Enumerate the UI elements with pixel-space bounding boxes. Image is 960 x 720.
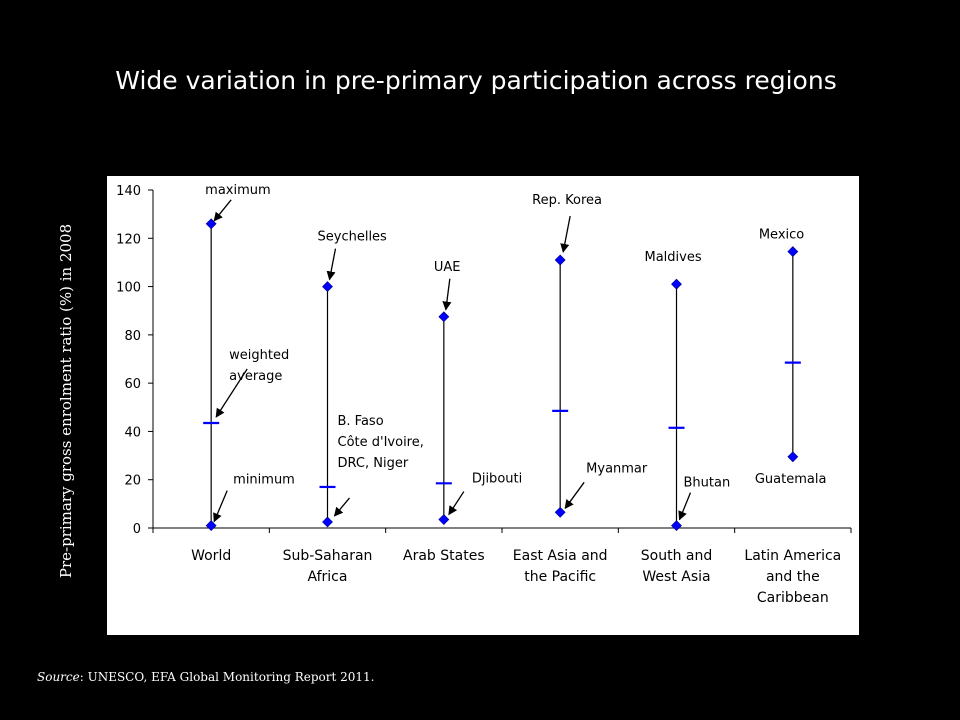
annotation-arrow bbox=[333, 497, 350, 517]
maximum-marker bbox=[322, 281, 333, 292]
plot-panel: 0 20 40 60 80 100 120 140 World Sub-Saharan Africa… bbox=[107, 176, 859, 635]
y-tick-label: 140 bbox=[116, 184, 141, 199]
minimum-marker bbox=[438, 514, 450, 525]
annotation-label: Seychelles bbox=[318, 230, 388, 245]
source-note: Source: UNESCO, EFA Global Monitoring Re… bbox=[37, 670, 374, 684]
x-tick-label: and the bbox=[766, 569, 820, 585]
maximum-marker bbox=[671, 278, 682, 290]
annotation-label: Bhutan bbox=[684, 476, 731, 491]
annotation-label: DRC, Niger bbox=[338, 456, 409, 471]
maximum-marker bbox=[438, 311, 450, 323]
x-tick-label: East Asia and bbox=[513, 548, 608, 564]
y-tick-label: 120 bbox=[116, 232, 141, 247]
source-prefix: Source bbox=[37, 670, 80, 684]
y-tick-label: 60 bbox=[124, 377, 141, 392]
minimum-marker bbox=[322, 516, 333, 528]
x-tick-label: West Asia bbox=[642, 569, 710, 585]
x-tick-label: Sub-Saharan bbox=[283, 548, 373, 564]
annotation-label: UAE bbox=[434, 260, 461, 275]
x-tick-label: the Pacific bbox=[524, 569, 596, 585]
y-axis-label: Pre-primary gross enrolment ratio (%) in… bbox=[57, 223, 75, 579]
y-tick-label: 0 bbox=[133, 522, 141, 537]
x-tick-label: Arab States bbox=[403, 548, 485, 564]
annotation-label: Myanmar bbox=[586, 461, 648, 476]
maximum-marker bbox=[554, 254, 566, 266]
annotation-arrow bbox=[213, 199, 232, 222]
minimum-marker bbox=[554, 506, 566, 518]
annotation-label: B. Faso bbox=[338, 414, 384, 429]
annotation-arrow bbox=[564, 481, 585, 510]
annotation-label: weighted bbox=[229, 348, 289, 363]
x-tick-label: Africa bbox=[308, 569, 348, 585]
x-tick-label: Caribbean bbox=[757, 590, 829, 606]
y-tick-label: 40 bbox=[124, 425, 141, 440]
annotation-label: Guatemala bbox=[755, 472, 827, 487]
annotation-label: maximum bbox=[205, 183, 271, 198]
range-chart: 0 20 40 60 80 100 120 140 World Sub-Saharan Africa… bbox=[116, 183, 852, 606]
x-tick-label: World bbox=[191, 548, 231, 564]
minimum-marker bbox=[787, 451, 799, 463]
x-tick-label: Latin America bbox=[744, 548, 841, 564]
chart-title: Wide variation in pre-primary participat… bbox=[115, 66, 837, 95]
maximum-marker bbox=[787, 246, 799, 257]
y-tick-label: 80 bbox=[124, 329, 141, 344]
annotation-arrow bbox=[678, 492, 692, 521]
x-tick-label: South and bbox=[641, 548, 712, 564]
annotation-label: Maldives bbox=[645, 250, 702, 265]
annotation-arrow bbox=[215, 368, 248, 418]
annotation-arrow bbox=[560, 215, 571, 253]
y-tick-label: 20 bbox=[124, 474, 141, 489]
annotation-label: Mexico bbox=[759, 228, 804, 243]
annotation-label: Côte d'Ivoire, bbox=[338, 435, 424, 450]
minimum-marker bbox=[205, 520, 217, 532]
annotation-arrow bbox=[448, 491, 465, 516]
annotation-arrow bbox=[213, 490, 228, 523]
annotation-label: average bbox=[229, 369, 282, 384]
y-tick-label: 100 bbox=[116, 281, 141, 296]
annotation-label: Djibouti bbox=[472, 472, 522, 487]
source-text: : UNESCO, EFA Global Monitoring Report 2… bbox=[79, 670, 375, 684]
minimum-marker bbox=[671, 520, 682, 532]
annotation-arrow bbox=[442, 278, 452, 311]
annotation-arrow bbox=[326, 248, 337, 281]
annotation-label: minimum bbox=[233, 473, 295, 488]
annotation-label: Rep. Korea bbox=[532, 193, 602, 208]
